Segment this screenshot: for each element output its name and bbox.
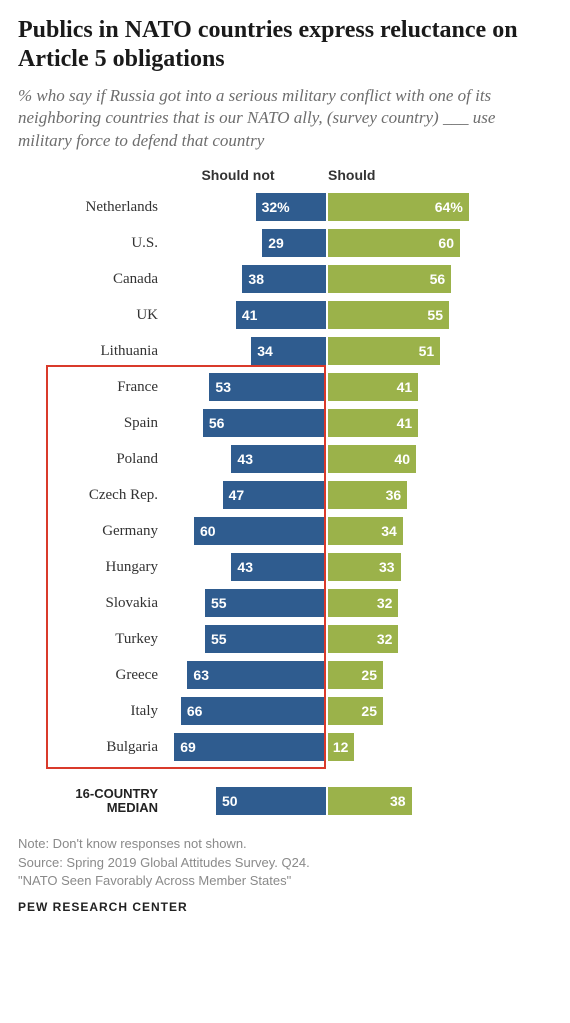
- row-label: Netherlands: [18, 199, 166, 216]
- should-not-bar: 29: [262, 229, 326, 257]
- row-label: Czech Rep.: [18, 487, 166, 504]
- bar-area: 5532: [166, 625, 552, 653]
- bar-area: 4155: [166, 301, 552, 329]
- footnote-line: "NATO Seen Favorably Across Member State…: [18, 872, 552, 890]
- bar-area: 4736: [166, 481, 552, 509]
- data-row: Greece6325: [18, 657, 552, 693]
- should-not-bar: 63: [187, 661, 326, 689]
- bar-area: 3451: [166, 337, 552, 365]
- row-label: Lithuania: [18, 343, 166, 360]
- row-label: Slovakia: [18, 595, 166, 612]
- bar-area: 5038: [166, 787, 552, 815]
- data-row: UK4155: [18, 297, 552, 333]
- row-label: France: [18, 379, 166, 396]
- row-label: Bulgaria: [18, 739, 166, 756]
- should-bar: 25: [328, 697, 383, 725]
- should-bar: 32: [328, 589, 398, 617]
- row-label: Turkey: [18, 631, 166, 648]
- should-bar: 41: [328, 373, 418, 401]
- row-label: 16-COUNTRYMEDIAN: [18, 787, 166, 816]
- should-not-bar: 69: [174, 733, 326, 761]
- footnote-line: Source: Spring 2019 Global Attitudes Sur…: [18, 854, 552, 872]
- should-not-bar: 32%: [256, 193, 326, 221]
- bar-area: 6625: [166, 697, 552, 725]
- chart-rows: Netherlands32%64%U.S.2960Canada3856UK415…: [18, 189, 552, 819]
- data-row: Slovakia5532: [18, 585, 552, 621]
- row-label: Hungary: [18, 559, 166, 576]
- should-not-bar: 47: [223, 481, 326, 509]
- bar-area: 5641: [166, 409, 552, 437]
- row-label: UK: [18, 307, 166, 324]
- data-row: Germany6034: [18, 513, 552, 549]
- should-not-bar: 56: [203, 409, 326, 437]
- data-row: Italy6625: [18, 693, 552, 729]
- row-label: Greece: [18, 667, 166, 684]
- data-row: Bulgaria6912: [18, 729, 552, 765]
- should-bar: 64%: [328, 193, 469, 221]
- row-label: Germany: [18, 523, 166, 540]
- data-row: Hungary4333: [18, 549, 552, 585]
- right-column-header: Should: [318, 167, 528, 183]
- data-row: U.S.2960: [18, 225, 552, 261]
- row-label: Italy: [18, 703, 166, 720]
- should-not-bar: 38: [242, 265, 326, 293]
- row-label: Canada: [18, 271, 166, 288]
- should-bar: 56: [328, 265, 451, 293]
- footnote-line: Note: Don't know responses not shown.: [18, 835, 552, 853]
- should-not-bar: 60: [194, 517, 326, 545]
- bar-area: 5532: [166, 589, 552, 617]
- bar-area: 4340: [166, 445, 552, 473]
- data-row: Netherlands32%64%: [18, 189, 552, 225]
- should-bar: 34: [328, 517, 403, 545]
- should-bar: 33: [328, 553, 401, 581]
- should-not-bar: 50: [216, 787, 326, 815]
- data-row: Poland4340: [18, 441, 552, 477]
- row-label: Spain: [18, 415, 166, 432]
- data-row: Czech Rep.4736: [18, 477, 552, 513]
- diverging-bar-chart: Should not Should Netherlands32%64%U.S.2…: [18, 167, 552, 819]
- should-bar: 12: [328, 733, 354, 761]
- should-not-bar: 53: [209, 373, 326, 401]
- should-not-bar: 55: [205, 625, 326, 653]
- median-row: 16-COUNTRYMEDIAN5038: [18, 783, 552, 819]
- should-bar: 51: [328, 337, 440, 365]
- chart-title: Publics in NATO countries express reluct…: [18, 16, 552, 75]
- bar-area: 4333: [166, 553, 552, 581]
- should-bar: 32: [328, 625, 398, 653]
- bar-area: 6912: [166, 733, 552, 761]
- should-not-bar: 55: [205, 589, 326, 617]
- should-not-bar: 43: [231, 553, 326, 581]
- row-label: U.S.: [18, 235, 166, 252]
- bar-area: 6325: [166, 661, 552, 689]
- should-bar: 60: [328, 229, 460, 257]
- should-bar: 38: [328, 787, 412, 815]
- should-not-bar: 43: [231, 445, 326, 473]
- should-bar: 25: [328, 661, 383, 689]
- should-not-bar: 66: [181, 697, 326, 725]
- should-not-bar: 34: [251, 337, 326, 365]
- footnotes: Note: Don't know responses not shown.Sou…: [18, 835, 552, 890]
- should-bar: 36: [328, 481, 407, 509]
- bar-area: 2960: [166, 229, 552, 257]
- data-row: Turkey5532: [18, 621, 552, 657]
- bar-area: 3856: [166, 265, 552, 293]
- should-bar: 55: [328, 301, 449, 329]
- bar-area: 32%64%: [166, 193, 552, 221]
- data-row: France5341: [18, 369, 552, 405]
- bar-area: 5341: [166, 373, 552, 401]
- should-not-bar: 41: [236, 301, 326, 329]
- row-label: Poland: [18, 451, 166, 468]
- should-bar: 41: [328, 409, 418, 437]
- column-headers: Should not Should: [18, 167, 552, 183]
- data-row: Lithuania3451: [18, 333, 552, 369]
- should-bar: 40: [328, 445, 416, 473]
- bar-area: 6034: [166, 517, 552, 545]
- source-brand: PEW RESEARCH CENTER: [18, 900, 552, 914]
- data-row: Canada3856: [18, 261, 552, 297]
- chart-subtitle: % who say if Russia got into a serious m…: [18, 85, 552, 154]
- left-column-header: Should not: [158, 167, 318, 183]
- data-row: Spain5641: [18, 405, 552, 441]
